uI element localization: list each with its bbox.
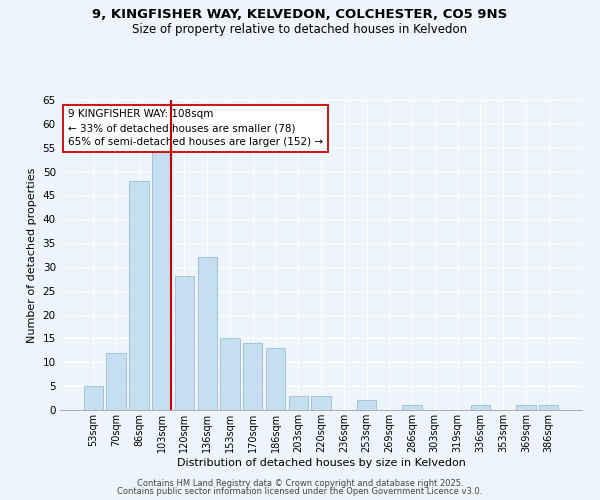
Bar: [106, 353, 126, 410]
Bar: [539, 405, 558, 410]
Bar: [175, 276, 194, 410]
Text: 9, KINGFISHER WAY, KELVEDON, COLCHESTER, CO5 9NS: 9, KINGFISHER WAY, KELVEDON, COLCHESTER,…: [92, 8, 508, 20]
Bar: [243, 343, 262, 410]
Bar: [220, 338, 239, 410]
Text: 9 KINGFISHER WAY: 108sqm
← 33% of detached houses are smaller (78)
65% of semi-d: 9 KINGFISHER WAY: 108sqm ← 33% of detach…: [68, 110, 323, 148]
Bar: [266, 348, 285, 410]
Bar: [357, 400, 376, 410]
Bar: [403, 405, 422, 410]
Bar: [197, 258, 217, 410]
Text: Size of property relative to detached houses in Kelvedon: Size of property relative to detached ho…: [133, 22, 467, 36]
Bar: [84, 386, 103, 410]
Bar: [129, 181, 149, 410]
Bar: [311, 396, 331, 410]
Text: Contains public sector information licensed under the Open Government Licence v3: Contains public sector information licen…: [118, 487, 482, 496]
Bar: [152, 152, 172, 410]
X-axis label: Distribution of detached houses by size in Kelvedon: Distribution of detached houses by size …: [176, 458, 466, 468]
Bar: [470, 405, 490, 410]
Y-axis label: Number of detached properties: Number of detached properties: [27, 168, 37, 342]
Text: Contains HM Land Registry data © Crown copyright and database right 2025.: Contains HM Land Registry data © Crown c…: [137, 478, 463, 488]
Bar: [516, 405, 536, 410]
Bar: [289, 396, 308, 410]
